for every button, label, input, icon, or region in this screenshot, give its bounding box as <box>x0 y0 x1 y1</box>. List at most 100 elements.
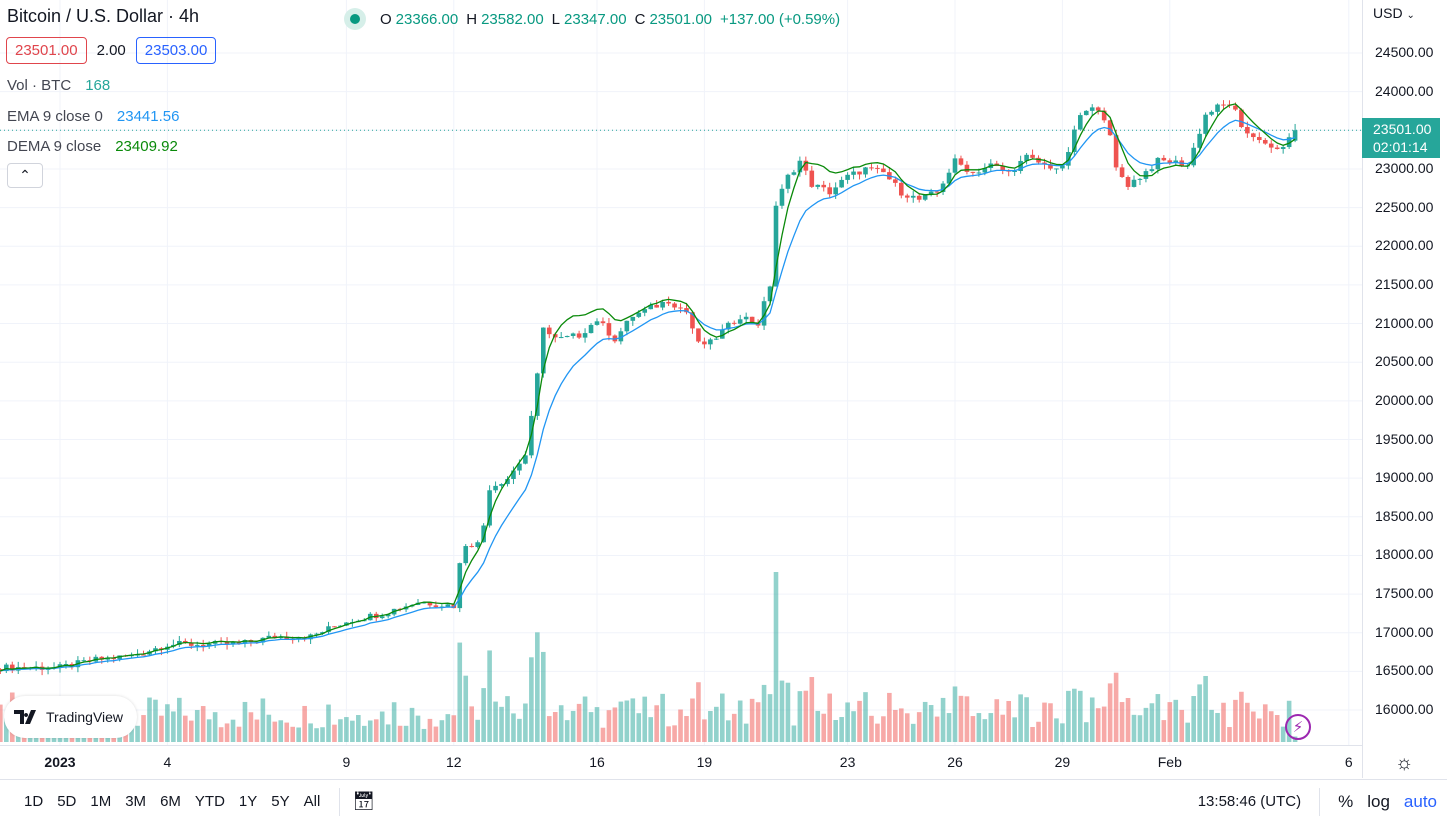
volume-bar <box>994 699 1000 742</box>
current-price: 23501.00 <box>1373 121 1432 137</box>
volume-bar <box>344 717 349 742</box>
candle-body <box>636 312 642 317</box>
price-tick-label: 17000.00 <box>1375 623 1434 640</box>
candle-body <box>1251 133 1256 138</box>
candle-body <box>1042 162 1047 165</box>
log-scale-toggle[interactable]: log <box>1367 791 1390 811</box>
close-label: C <box>634 10 646 28</box>
volume-bar <box>642 696 648 742</box>
sell-button[interactable]: 23501.00 <box>6 37 87 64</box>
candle-body <box>606 323 612 336</box>
settings-gear-icon[interactable]: ☼ <box>1395 752 1414 774</box>
volume-bar <box>1221 702 1226 742</box>
candle-body <box>4 664 9 672</box>
candle-body <box>1030 154 1035 158</box>
auto-scale-toggle[interactable]: auto <box>1403 791 1437 811</box>
range-button-ytd[interactable]: YTD <box>194 793 225 810</box>
currency-selector[interactable]: USD ⌄ <box>1373 5 1415 21</box>
volume-bar <box>320 727 325 742</box>
volume-bar <box>749 698 755 742</box>
volume-bar <box>236 726 242 742</box>
volume-bar <box>964 696 970 742</box>
indicator-dema[interactable]: DEMA 9 close 23409.92 <box>7 138 178 155</box>
volume-bar <box>570 710 576 742</box>
candle-body <box>1089 107 1095 111</box>
indicator-ema[interactable]: EMA 9 close 0 23441.56 <box>7 108 179 125</box>
volume-bar <box>451 715 457 742</box>
candle-body <box>1000 165 1006 171</box>
candle-body <box>1292 130 1298 141</box>
tradingview-logo[interactable]: TradingView <box>4 696 137 738</box>
clock-timezone[interactable]: 13:58:46 (UTC) <box>1197 793 1302 810</box>
volume-bar <box>845 702 850 742</box>
time-tick-label: 12 <box>446 754 462 770</box>
volume-bar <box>1161 720 1167 742</box>
candle-body <box>1262 140 1268 144</box>
volume-bar <box>690 698 695 742</box>
volume-bar <box>1042 702 1047 742</box>
candle-body <box>481 525 486 543</box>
bid-ask: 23501.00 2.00 23503.00 <box>6 37 217 64</box>
candle-body <box>1280 147 1286 149</box>
price-tick-label: 24000.00 <box>1375 82 1434 99</box>
volume-bar <box>200 706 206 742</box>
time-axis[interactable]: 2023 4 9 12 16 19 23 26 29 Feb 6 <box>0 745 1362 778</box>
price-tick-label: 19000.00 <box>1375 469 1434 486</box>
candle-body <box>666 301 671 304</box>
symbol-title[interactable]: Bitcoin / U.S. Dollar · 4h <box>7 6 200 26</box>
volume-bar <box>576 703 582 742</box>
candle-body <box>731 322 737 324</box>
volume-bar <box>165 704 170 742</box>
range-button-all[interactable]: All <box>303 793 321 810</box>
volume-bar <box>803 690 809 742</box>
candle-body <box>1012 170 1017 172</box>
collapse-legend-button[interactable]: ⌃ <box>7 163 43 188</box>
candle-body <box>1048 164 1053 169</box>
candle-body <box>1239 109 1244 128</box>
percent-scale-toggle[interactable]: % <box>1338 791 1354 811</box>
volume-bar <box>224 723 230 742</box>
volume-bar <box>1000 714 1006 742</box>
range-button-1d[interactable]: 1D <box>24 793 44 810</box>
range-button-1y[interactable]: 1Y <box>238 793 258 810</box>
buy-button[interactable]: 23503.00 <box>135 37 217 64</box>
range-button-6m[interactable]: 6M <box>160 793 181 810</box>
candle-body <box>81 660 87 662</box>
volume-bar <box>0 704 3 742</box>
candle-body <box>624 320 630 332</box>
candle-body <box>469 546 474 548</box>
time-tick-label: 26 <box>947 754 963 770</box>
indicator-value: 23409.92 <box>115 138 178 155</box>
volume-bar <box>517 718 522 742</box>
range-button-1m[interactable]: 1M <box>90 793 112 810</box>
candle-body <box>379 616 385 619</box>
candle-body <box>827 187 832 195</box>
lightning-icon[interactable]: ⚡︎ <box>1285 714 1311 740</box>
candle-body <box>63 664 69 666</box>
volume-bar <box>373 719 379 742</box>
range-button-5y[interactable]: 5Y <box>271 793 290 810</box>
candle-body <box>928 191 934 195</box>
range-button-5d[interactable]: 5D <box>57 793 77 810</box>
range-button-3m[interactable]: 3M <box>125 793 147 810</box>
volume-bar <box>415 715 421 742</box>
candle-body <box>1233 105 1238 110</box>
date-range-calendar-icon[interactable]: 📅︎ <box>352 791 376 811</box>
volume-bar <box>385 724 391 742</box>
price-chart[interactable] <box>0 0 1362 745</box>
ema-line <box>0 119 1296 672</box>
volume-bar <box>463 675 469 742</box>
candle-body <box>272 635 278 639</box>
indicator-volume[interactable]: Vol · BTC 168 <box>7 77 110 94</box>
candle-body <box>1191 147 1196 166</box>
candle-body <box>964 164 970 172</box>
market-status-icon[interactable] <box>344 8 366 30</box>
price-axis[interactable]: USD ⌄ 16000.00 16500.00 17000.00 17500.00 18… <box>1362 0 1447 778</box>
indicator-label: DEMA 9 close <box>7 138 102 155</box>
time-tick-label: 2023 <box>44 754 76 770</box>
range-buttons: 1D 5D 1M 3M 6M YTD 1Y 5Y All <box>17 793 327 810</box>
volume-bar <box>403 725 409 742</box>
volume-bar <box>505 696 510 742</box>
candle-body <box>660 301 665 308</box>
volume-bar <box>290 726 295 742</box>
